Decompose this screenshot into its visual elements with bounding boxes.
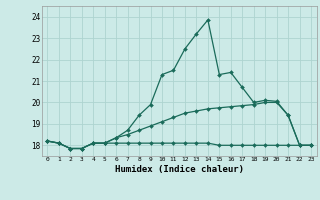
X-axis label: Humidex (Indice chaleur): Humidex (Indice chaleur) bbox=[115, 165, 244, 174]
